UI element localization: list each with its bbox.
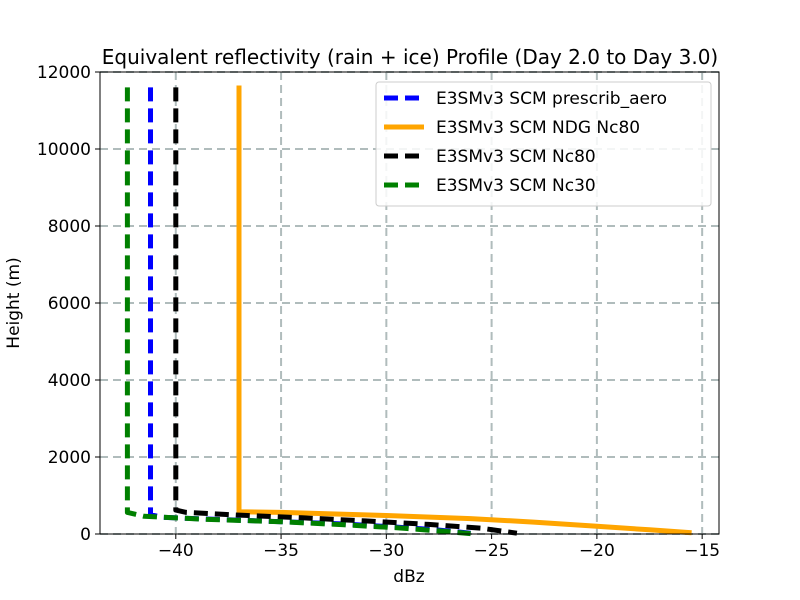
chart-title: Equivalent reflectivity (rain + ice) Pro… xyxy=(102,45,718,69)
y-tick-label: 8000 xyxy=(48,217,91,237)
series-line-e3smv3-scm-nc80 xyxy=(173,87,518,536)
legend: E3SMv3 SCM prescrib_aero E3SMv3 SCM NDG N… xyxy=(375,81,712,207)
y-axis-label: Height (m) xyxy=(4,257,24,348)
y-tick-label: 10000 xyxy=(37,140,91,160)
legend-box xyxy=(375,81,712,207)
x-tick-label: −35 xyxy=(263,541,299,561)
x-tick-label: −40 xyxy=(158,541,194,561)
y-tick-label: 12000 xyxy=(37,63,91,83)
x-tick-label: −20 xyxy=(579,541,615,561)
y-tick-label: 6000 xyxy=(48,294,91,314)
legend-label: E3SMv3 SCM Nc80 xyxy=(436,147,596,167)
legend-label: E3SMv3 SCM NDG Nc80 xyxy=(436,118,640,138)
x-axis-label: dBz xyxy=(393,567,424,587)
series-lines xyxy=(124,85,692,537)
y-tick-label: 4000 xyxy=(48,371,91,391)
series-line-e3smv3-scm-ndg-nc80 xyxy=(236,85,692,536)
y-tick-label: 0 xyxy=(80,525,91,545)
series-line-e3smv3-scm-nc30 xyxy=(124,87,471,537)
y-tick-label: 2000 xyxy=(48,448,91,468)
x-tick-label: −25 xyxy=(474,541,510,561)
axis-ticks: −40 −35 −30 −25 −20 −15 0 2000 4000 6000 8000 10000… xyxy=(37,63,720,561)
legend-label: E3SMv3 SCM prescrib_aero xyxy=(436,89,667,109)
x-tick-label: −30 xyxy=(368,541,404,561)
x-tick-label: −15 xyxy=(684,541,720,561)
legend-label: E3SMv3 SCM Nc30 xyxy=(436,176,596,196)
